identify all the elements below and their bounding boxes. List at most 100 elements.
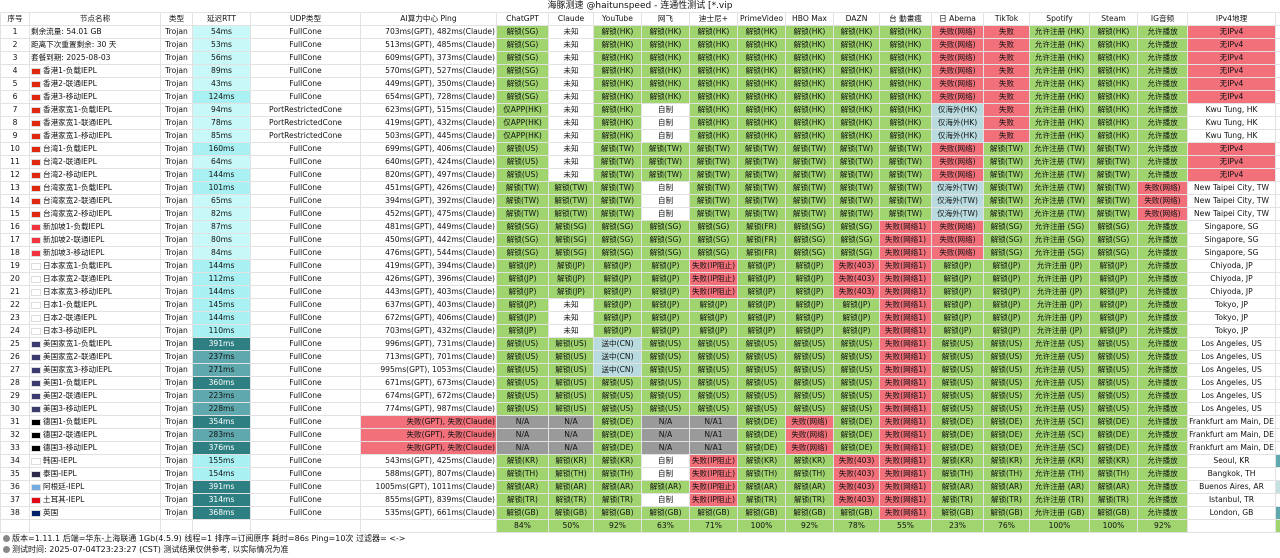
table-cell: 解锁(SG) bbox=[689, 233, 738, 247]
column-header: IP风险 bbox=[1275, 12, 1280, 26]
table-cell: 解锁(DE) bbox=[983, 441, 1030, 455]
table-cell: 解锁(KR) bbox=[496, 454, 549, 468]
table-cell: 失败(网络1) bbox=[879, 324, 932, 338]
table-cell: Trojan bbox=[160, 155, 193, 169]
table-cell: Trojan bbox=[160, 311, 193, 325]
table-cell: 解锁(SG) bbox=[785, 220, 834, 234]
table-cell: 223ms bbox=[192, 389, 251, 403]
table-cell: 解锁(US) bbox=[983, 350, 1030, 364]
table-cell: Frankfurt am Main, DE bbox=[1187, 428, 1276, 442]
table-cell: Trojan bbox=[160, 493, 193, 507]
footer-line1: 版本=1.11.1 后端=华东-上海联通 1Gb(4.5.9) 线程=1 排序=… bbox=[12, 534, 406, 543]
summary-cell: 71% bbox=[689, 519, 738, 533]
table-cell: 新加坡2-联通IEPL bbox=[29, 233, 161, 247]
table-cell: 996ms(GPT), 731ms(Claude) bbox=[360, 337, 497, 351]
table-cell: 允许播放 bbox=[1137, 220, 1188, 234]
table-cell: Medium(22) bbox=[1275, 480, 1280, 494]
table-cell: FullCone bbox=[250, 350, 361, 364]
table-cell: 解锁(DE) bbox=[1089, 441, 1138, 455]
table-cell: Frankfurt am Main, DE bbox=[1187, 441, 1276, 455]
node-name: 日本家宽2-联通IEPL bbox=[43, 274, 112, 283]
flag-icon bbox=[31, 392, 41, 400]
column-header: Steam bbox=[1089, 12, 1138, 26]
table-cell: 解锁(HK) bbox=[689, 51, 738, 65]
table-cell: 失败(IP阻止) bbox=[689, 454, 738, 468]
table-cell: 解锁(US) bbox=[931, 389, 984, 403]
table-cell: 解锁(AR) bbox=[496, 480, 549, 494]
table-cell: 解锁(JP) bbox=[689, 324, 738, 338]
table-cell: 解锁(JP) bbox=[641, 285, 690, 299]
table-row: 19 日本家宽1-负载IEPL Trojan 144ms FullCone 419ms(G… bbox=[0, 259, 1280, 273]
table-cell: 解锁(SG) bbox=[496, 220, 549, 234]
table-cell: 解锁(JP) bbox=[689, 311, 738, 325]
table-cell: 解锁(SG) bbox=[496, 77, 549, 91]
table-cell: 允许注册 (HK) bbox=[1029, 51, 1090, 65]
flag-icon bbox=[31, 236, 41, 244]
node-name: 距离下次重置剩余: 30 天 bbox=[31, 40, 117, 49]
table-cell: 144ms bbox=[192, 285, 251, 299]
table-cell: 解锁(JP) bbox=[931, 272, 984, 286]
table-cell: 解锁(HK) bbox=[1089, 77, 1138, 91]
table-row: 18 新加坡3-移动IEPL Trojan 84ms FullCone 476ms(GPT… bbox=[0, 246, 1280, 260]
table-cell: FullCone bbox=[250, 64, 361, 78]
table-cell: 失败 bbox=[983, 51, 1030, 65]
table-cell: 解锁(HK) bbox=[879, 64, 932, 78]
table-cell: 解锁(JP) bbox=[548, 259, 594, 273]
table-row: 36 阿根廷-IEPL Trojan 391ms FullCone 1005ms(GPT)… bbox=[0, 480, 1280, 494]
table-cell: Low(0) bbox=[1275, 389, 1280, 403]
table-cell: 允许注册 (JP) bbox=[1029, 298, 1090, 312]
table-cell: 未知 bbox=[548, 129, 594, 143]
table-cell: Trojan bbox=[160, 25, 193, 39]
table-cell: 解锁(US) bbox=[833, 363, 880, 377]
table-cell: N/A bbox=[496, 415, 549, 429]
table-cell: 解锁(JP) bbox=[593, 272, 642, 286]
table-cell: High(42) bbox=[1275, 454, 1280, 468]
table-cell: 未知 bbox=[548, 142, 594, 156]
table-cell: 解锁(TW) bbox=[1089, 181, 1138, 195]
table-cell: Trojan bbox=[160, 142, 193, 156]
table-cell: 失败(网络) bbox=[1137, 194, 1188, 208]
table-row: 16 新加坡1-负载IEPL Trojan 87ms FullCone 481ms(GPT… bbox=[0, 220, 1280, 234]
table-cell: 未知 bbox=[548, 103, 594, 117]
table-cell: 允许播放 bbox=[1137, 311, 1188, 325]
table-cell: Singapore, SG bbox=[1187, 233, 1276, 247]
table-cell: 解锁(TW) bbox=[641, 155, 690, 169]
table-cell: 解锁(HK) bbox=[785, 38, 834, 52]
column-header: 网飞 bbox=[641, 12, 690, 26]
table-cell: 解锁(US) bbox=[548, 402, 594, 416]
table-cell: 17 bbox=[0, 233, 30, 247]
table-cell: 154ms bbox=[192, 467, 251, 481]
table-cell: 解锁(TW) bbox=[785, 168, 834, 182]
table-cell: 解锁(SG) bbox=[833, 246, 880, 260]
table-cell: 解锁(TW) bbox=[879, 155, 932, 169]
table-cell: 解锁(GB) bbox=[689, 506, 738, 520]
summary-cell bbox=[192, 519, 251, 533]
table-cell: 解锁(TW) bbox=[833, 168, 880, 182]
table-cell: Los Angeles, US bbox=[1187, 363, 1276, 377]
table-cell: 土耳其-IEPL bbox=[29, 493, 161, 507]
table-cell: 解锁(TW) bbox=[496, 181, 549, 195]
table-cell: 允许注册 (TW) bbox=[1029, 181, 1090, 195]
table-cell: 解锁(HK) bbox=[833, 90, 880, 104]
table-cell: Low(0) bbox=[1275, 142, 1280, 156]
table-cell: 解锁(SG) bbox=[496, 246, 549, 260]
table-cell: Kwu Tung, HK bbox=[1187, 116, 1276, 130]
table-cell: 香港3-移动IEPL bbox=[29, 90, 161, 104]
table-cell: 失败(网络1) bbox=[879, 259, 932, 273]
table-cell: 144ms bbox=[192, 259, 251, 273]
table-cell: 解锁(FR) bbox=[737, 220, 786, 234]
table-cell: 713ms(GPT), 701ms(Claude) bbox=[360, 350, 497, 364]
table-cell: 解锁(TH) bbox=[931, 467, 984, 481]
table-cell: Trojan bbox=[160, 350, 193, 364]
table-cell: 允许播放 bbox=[1137, 51, 1188, 65]
table-cell: 解锁(US) bbox=[689, 350, 738, 364]
table-cell: 仅海外(HK) bbox=[931, 116, 984, 130]
table-cell: 仅海外(TW) bbox=[931, 207, 984, 221]
table-cell: 623ms(GPT), 515ms(Claude) bbox=[360, 103, 497, 117]
table-cell: 允许播放 bbox=[1137, 415, 1188, 429]
table-cell: 解锁(TH) bbox=[983, 467, 1030, 481]
table-cell: 解锁(TW) bbox=[737, 194, 786, 208]
table-cell: FullCone bbox=[250, 90, 361, 104]
table-cell: FullCone bbox=[250, 233, 361, 247]
table-cell: PortRestrictedCone bbox=[250, 129, 361, 143]
